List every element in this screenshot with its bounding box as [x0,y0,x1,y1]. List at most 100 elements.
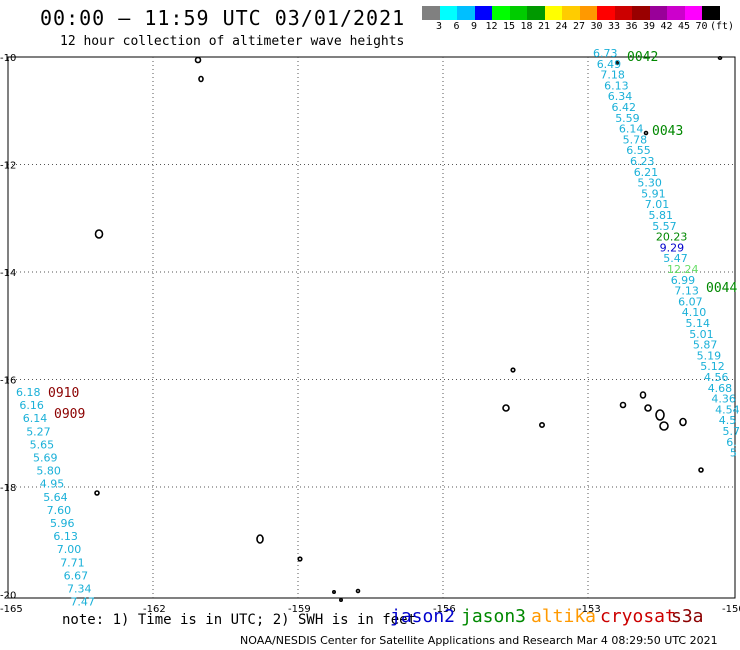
colorbar-tick-label: 39 [642,21,656,32]
swh-value: 5.14 [686,317,711,330]
island-outline [256,534,264,544]
swh-value: 4.56 [704,371,729,384]
colorbar-swatch [649,6,667,20]
island-outline [659,421,669,431]
colorbar-swatch [632,6,650,20]
island-outline [94,490,100,496]
colorbar-tick-label: 27 [572,21,586,32]
swh-value: 7.00 [57,543,82,556]
colorbar [422,6,720,20]
mission-cryosat: cryosat [600,606,676,627]
swh-value: 5.47 [663,252,688,265]
swh-value: 6.99 [671,274,696,287]
colorbar-tick-label: 45 [677,21,691,32]
colorbar-tick-label: 6 [453,21,460,32]
island-outline [331,589,336,594]
swh-value: 5.96 [50,517,75,530]
latitude-label: -16 [0,376,16,387]
pass-time-label: 0910 [48,386,79,401]
swh-value: 4.54 [715,403,740,416]
colorbar-swatch [527,6,545,20]
colorbar-swatch [614,6,632,20]
swh-value: 20.23 [656,231,688,244]
island-outline [644,404,652,412]
swh-value: 6.18 [16,386,41,399]
swh-value: 7.18 [600,69,625,82]
swh-value: 5.65 [30,438,54,451]
island-outline [510,367,516,373]
colorbar-swatch [509,6,527,20]
swh-value: 6.13 [53,530,78,543]
swh-value: 12.24 [667,263,699,276]
mission-s3a: s3a [671,606,704,627]
colorbar-tick-label: 42 [660,21,673,32]
map-title: 00:00 – 11:59 UTC 03/01/2021 [40,6,406,30]
pass-time-label: 0909 [54,407,85,422]
swh-value: 6.55 [626,144,651,157]
swh-value: 7.60 [47,504,72,517]
credit-line: NOAA/NESDIS Center for Satellite Applica… [240,634,718,647]
swh-value: 5.87 [693,339,718,352]
colorbar-tick-label: 70 [695,21,708,32]
colorbar-swatch [684,6,702,20]
mission-altika: altika [531,606,597,627]
island-outline [538,421,545,428]
longitude-label: -159 [288,604,311,615]
swh-value: 6.14 [23,412,48,425]
swh-value: 7.13 [674,285,699,298]
swh-value: 7.34 [67,583,92,596]
swh-value: 6.07 [678,295,703,308]
swh-value: 5.69 [33,452,58,465]
latitude-label: -14 [0,268,16,279]
swh-value: 9.29 [660,241,685,254]
swh-value: 7.71 [60,556,84,569]
pass-time-label: 0042 [627,50,658,65]
map-frame [7,56,736,599]
note-text: note: 1) Time is in UTC; 2) SWH is in fe… [62,612,417,628]
longitude-label: -156 [433,604,456,615]
swh-value: 6.23 [630,155,655,168]
latitude-label: -20 [0,591,16,602]
longitude-label: -162 [143,604,166,615]
island-outline [639,391,647,399]
island-outline [679,417,687,427]
swh-value: 7.47 [70,596,95,609]
latitude-label: -18 [0,483,16,494]
swh-value: 6.14 [619,123,644,136]
swh-value: 5.78 [623,133,648,146]
colorbar-swatch [544,6,562,20]
colorbar-swatch [474,6,492,20]
colorbar-swatch [492,6,510,20]
swh-value: 5.7 [723,425,740,438]
colorbar-swatch [422,6,440,20]
swh-value: 4.5 [719,414,737,427]
colorbar-swatch [702,6,720,20]
colorbar-tick-label: 24 [555,21,568,32]
swh-value: 4.36 [711,393,736,406]
swh-value: 5.80 [36,465,61,478]
colorbar-tick-label: 33 [607,21,621,32]
mission-jason3: jason3 [461,606,527,627]
swh-value: 5.59 [615,112,640,125]
swh-value: 5.27 [26,425,51,438]
island-outline [614,60,619,65]
swh-value: 5.64 [43,491,67,504]
swh-value: 7.01 [645,198,670,211]
island-outline [355,588,361,594]
swh-value: 6. [726,436,737,449]
swh-value: 6.16 [19,399,44,412]
colorbar-unit: (ft) [710,21,735,32]
swh-value: 6.21 [634,166,659,179]
colorbar-swatch [562,6,580,20]
island-outline [338,597,343,602]
colorbar-tick-label: 21 [537,21,551,32]
colorbar-tick-label: 30 [590,21,603,32]
swh-value: 5.91 [641,187,666,200]
colorbar-tick-label: 15 [502,21,516,32]
colorbar-tick-label: 3 [435,21,443,32]
swh-value: 6.73 [593,47,618,60]
latitude-label: -10 [0,53,16,64]
longitude-label: -165 [0,604,23,615]
swh-value: 6.67 [64,569,89,582]
